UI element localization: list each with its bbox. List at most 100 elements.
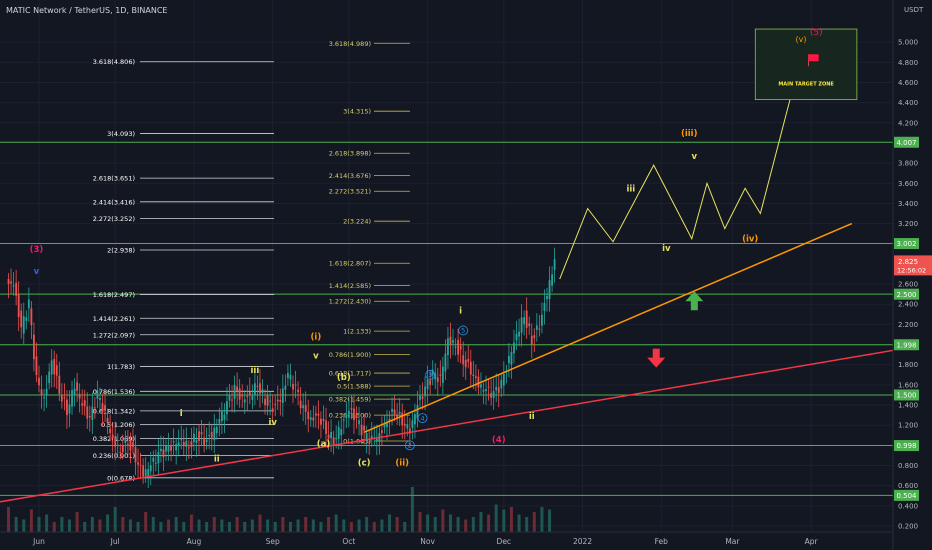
candle-body xyxy=(350,408,353,410)
candle-body xyxy=(152,457,155,462)
candle-body xyxy=(81,403,84,406)
fib-left-label: 2.414(3.416) xyxy=(93,198,135,206)
candle-body xyxy=(134,447,137,463)
wave-label: (ii) xyxy=(395,459,409,469)
candle-body xyxy=(274,404,277,406)
target-zone-label: MAIN TARGET ZONE xyxy=(778,82,834,88)
candle-body xyxy=(10,281,12,284)
y-tick-label: 1.200 xyxy=(898,422,918,430)
wave-circle xyxy=(458,325,469,336)
volume-bar xyxy=(441,509,445,532)
candle-body xyxy=(142,465,145,477)
volume-bar xyxy=(342,519,346,532)
candle-body xyxy=(27,299,30,309)
candle-body xyxy=(172,441,175,443)
volume-bar xyxy=(388,514,392,532)
candle-body xyxy=(7,279,10,285)
candle-body xyxy=(109,428,112,434)
candle-body xyxy=(419,395,421,401)
volume-bar xyxy=(464,519,468,532)
candle-body xyxy=(132,442,134,447)
price-level-tag xyxy=(894,489,919,501)
candle-body xyxy=(114,437,117,447)
wave-label: (a) xyxy=(317,439,331,449)
volume-bar xyxy=(220,519,224,532)
fib-right-label: 0.786(1.900) xyxy=(329,351,371,359)
wave-label: (i) xyxy=(311,333,322,343)
candle-series xyxy=(7,247,556,489)
volume-bar xyxy=(243,522,247,532)
volume-bar xyxy=(517,514,521,532)
volume-bar xyxy=(151,517,155,532)
fib-right-label: 1.618(2.807) xyxy=(329,260,371,268)
y-tick-label: 4.800 xyxy=(898,59,918,67)
candle-body xyxy=(167,445,170,452)
candle-body xyxy=(281,388,284,403)
candle-body xyxy=(340,429,343,436)
candle-body xyxy=(495,386,498,391)
candle-body xyxy=(332,437,335,446)
volume-bar xyxy=(479,512,483,532)
volume-bar xyxy=(311,519,315,532)
volume-bar xyxy=(281,517,285,532)
candle-body xyxy=(457,339,459,355)
wave-label-target-5: (5) xyxy=(810,28,823,38)
y-tick-label: 0.800 xyxy=(898,462,918,470)
candle-body xyxy=(421,396,424,399)
candle-body xyxy=(271,408,274,412)
volume-bar xyxy=(456,517,460,532)
candle-body xyxy=(528,323,531,327)
y-tick-label: 1.600 xyxy=(898,381,918,389)
volume-bar xyxy=(426,514,430,532)
volume-bar xyxy=(319,522,323,532)
candle-body xyxy=(469,361,472,375)
wave-circle-label: 3 xyxy=(428,371,432,379)
candle-body xyxy=(246,395,249,397)
candle-body xyxy=(299,400,302,409)
candle-body xyxy=(406,424,409,429)
fib-left-label: 1.414(2.261) xyxy=(93,315,135,323)
candle-body xyxy=(289,374,292,380)
y-tick-label: 4.600 xyxy=(898,79,918,87)
fib-right-label: 2.272(3.521) xyxy=(329,188,371,196)
candle-body xyxy=(60,394,63,402)
candle-body xyxy=(157,451,160,464)
candle-body xyxy=(452,340,454,344)
candle-body xyxy=(518,331,520,337)
volume-bar xyxy=(205,522,209,532)
wave-circle xyxy=(425,369,436,380)
wave-circle-label: 2 xyxy=(408,442,412,450)
volume-bar xyxy=(90,517,94,532)
fib-right-label: 1(2.133) xyxy=(343,328,371,336)
candle-body xyxy=(538,328,541,330)
candle-body xyxy=(243,399,246,403)
candle-body xyxy=(111,434,114,439)
arrow-down-icon xyxy=(647,348,666,368)
candle-body xyxy=(205,439,208,443)
candle-body xyxy=(548,280,551,300)
x-tick-label: 2022 xyxy=(573,537,592,546)
volume-bar xyxy=(174,517,178,532)
y-tick-label: 2.200 xyxy=(898,321,918,329)
volume-series xyxy=(7,487,552,532)
candle-body xyxy=(144,469,147,476)
candle-body xyxy=(76,382,78,391)
price-level-tag xyxy=(894,389,919,401)
wave-label: v xyxy=(692,152,698,162)
candle-body xyxy=(58,375,61,394)
volume-bar xyxy=(502,509,506,532)
candle-body xyxy=(388,418,391,422)
volume-bar xyxy=(365,517,369,532)
candle-body xyxy=(436,377,439,382)
y-tick-label: 3.200 xyxy=(898,220,918,228)
y-tick-label: 3.800 xyxy=(898,160,918,168)
wave-label: iv xyxy=(662,244,671,254)
volume-bar xyxy=(258,514,262,532)
volume-bar xyxy=(121,517,125,532)
wave-label: (3) xyxy=(30,245,44,255)
fib-right-label: 2.414(3.676) xyxy=(329,172,371,180)
volume-bar xyxy=(410,487,414,532)
candle-body xyxy=(99,397,101,400)
